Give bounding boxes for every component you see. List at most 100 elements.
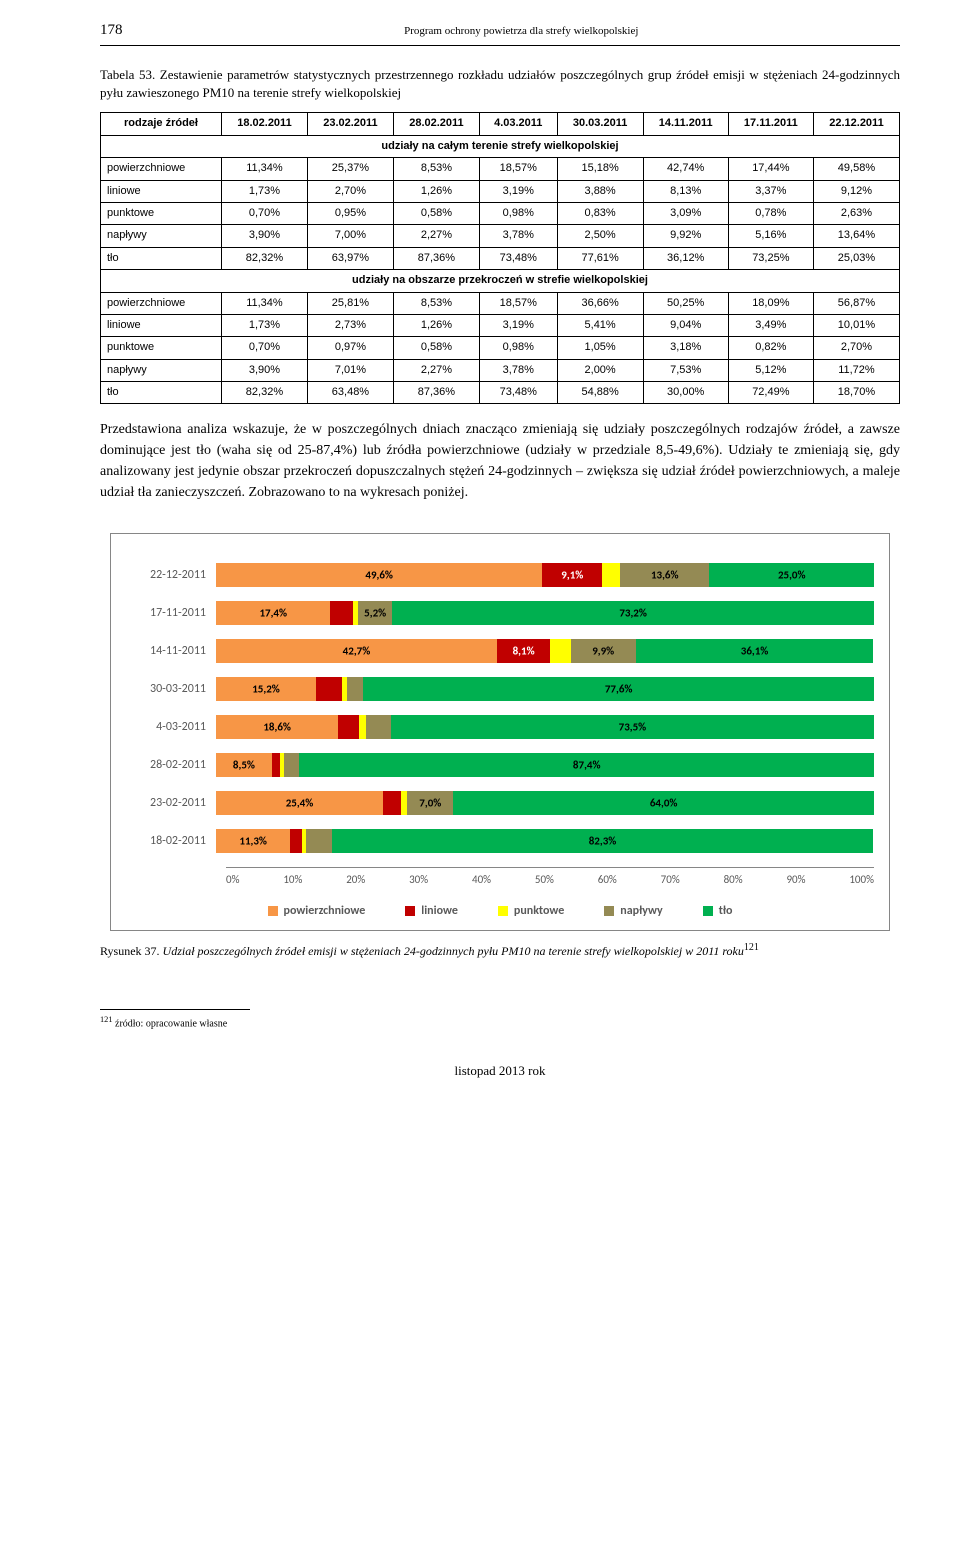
bar-chart: 22-12-201149,6%9,1%13,6%25,0%17-11-20111… xyxy=(110,533,890,930)
chart-bar-track: 25,4% 7,0% 64,0% xyxy=(216,791,874,815)
chart-x-tick: 30% xyxy=(409,872,428,887)
table-cell-value: 82,32% xyxy=(221,382,307,404)
chart-legend-label: tło xyxy=(719,903,733,920)
table-cell-value: 42,74% xyxy=(643,158,728,180)
chart-bar-track: 42,7% 8,1% 9,9% 36,1% xyxy=(216,639,874,663)
chart-bar-segment xyxy=(366,715,391,739)
chart-bar-segment: 9,1% xyxy=(542,563,602,587)
table-cell-value: 50,25% xyxy=(643,292,728,314)
chart-bar-segment: 8,1% xyxy=(497,639,550,663)
chart-x-tick: 20% xyxy=(346,872,365,887)
table-cell-label: tło xyxy=(101,247,222,269)
table-cell-value: 3,19% xyxy=(479,314,557,336)
chart-bar-segment-label: 9,1% xyxy=(561,568,583,583)
table-cell-label: napływy xyxy=(101,359,222,381)
chart-bar-segment-label: 9,9% xyxy=(592,644,614,659)
figure-caption: Rysunek 37. Udział poszczególnych źródeł… xyxy=(100,941,900,960)
table-row: tło82,32%63,48%87,36%73,48%54,88%30,00%7… xyxy=(101,382,900,404)
chart-bar-segment: 87,4% xyxy=(299,753,874,777)
chart-bar-label: 28-02-2011 xyxy=(126,757,216,774)
chart-bar-segment-label: 8,5% xyxy=(233,758,255,773)
chart-bar-segment: 7,0% xyxy=(407,791,453,815)
table-cell-value: 63,48% xyxy=(307,382,393,404)
table-cell-value: 8,53% xyxy=(393,158,479,180)
table-cell-value: 1,73% xyxy=(221,180,307,202)
chart-legend-item: liniowe xyxy=(405,903,458,920)
table-cell-value: 2,50% xyxy=(557,225,643,247)
chart-bar-segment-label: 82,3% xyxy=(589,834,617,849)
chart-bar-segment-label: 77,6% xyxy=(605,682,633,697)
table-head-rowlabel: rodzaje źródeł xyxy=(101,113,222,135)
chart-bar-row: 17-11-201117,4%5,2%73,2% xyxy=(126,601,874,625)
table-head-date: 28.02.2011 xyxy=(393,113,479,135)
table-head-date: 14.11.2011 xyxy=(643,113,728,135)
chart-bar-row: 18-02-201111,3%82,3% xyxy=(126,829,874,853)
chart-bar-segment xyxy=(290,829,301,853)
chart-bar-row: 30-03-201115,2%77,6% xyxy=(126,677,874,701)
chart-bar-row: 23-02-201125,4%7,0%64,0% xyxy=(126,791,874,815)
chart-legend-swatch xyxy=(268,906,278,916)
chart-legend-swatch xyxy=(703,906,713,916)
table-cell-value: 0,70% xyxy=(221,202,307,224)
table-cell-value: 3,90% xyxy=(221,225,307,247)
table-cell-value: 8,53% xyxy=(393,292,479,314)
chart-bar-segment: 64,0% xyxy=(453,791,874,815)
chart-bar-segment: 73,2% xyxy=(392,601,874,625)
chart-bar-segment: 13,6% xyxy=(620,563,709,587)
footnote-marker: 121 xyxy=(100,1015,113,1024)
table-cell-value: 2,63% xyxy=(813,202,899,224)
chart-bar-segment-label: 49,6% xyxy=(365,568,393,583)
chart-legend-label: powierzchniowe xyxy=(284,903,366,920)
chart-bar-segment-label: 13,6% xyxy=(651,568,679,583)
chart-bar-segment-label: 18,6% xyxy=(263,720,291,735)
chart-x-tick: 80% xyxy=(724,872,743,887)
table-cell-value: 5,41% xyxy=(557,314,643,336)
table-cell-value: 77,61% xyxy=(557,247,643,269)
chart-bar-label: 18-02-2011 xyxy=(126,833,216,850)
table-head-date: 22.12.2011 xyxy=(813,113,899,135)
table-cell-value: 0,98% xyxy=(479,202,557,224)
chart-bar-segment xyxy=(359,715,366,739)
chart-bar-track: 17,4%5,2%73,2% xyxy=(216,601,874,625)
table-cell-label: punktowe xyxy=(101,337,222,359)
table-cell-value: 54,88% xyxy=(557,382,643,404)
chart-bar-row: 22-12-201149,6%9,1%13,6%25,0% xyxy=(126,563,874,587)
chart-bar-track: 49,6%9,1%13,6%25,0% xyxy=(216,563,874,587)
table-cell-value: 25,37% xyxy=(307,158,393,180)
footnote: 121 źródło: opracowanie własne xyxy=(100,1014,900,1031)
chart-legend: powierzchnioweliniowepunktowenapływytło xyxy=(126,903,874,920)
table-cell-value: 1,26% xyxy=(393,180,479,202)
table-cell-value: 2,00% xyxy=(557,359,643,381)
chart-bar-segment xyxy=(347,677,363,701)
table-cell-value: 30,00% xyxy=(643,382,728,404)
header-title: Program ochrony powietrza dla strefy wie… xyxy=(143,24,901,39)
table-cell-value: 9,92% xyxy=(643,225,728,247)
chart-bar-segment: 8,5% xyxy=(216,753,272,777)
figure-caption-prefix: Rysunek 37. xyxy=(100,944,163,958)
table-row: liniowe1,73%2,73%1,26%3,19%5,41%9,04%3,4… xyxy=(101,314,900,336)
chart-bar-segment: 77,6% xyxy=(363,677,874,701)
chart-bar-segment: 36,1% xyxy=(636,639,874,663)
chart-bar-segment: 25,4% xyxy=(216,791,383,815)
chart-bar-segment xyxy=(383,791,401,815)
table-cell-value: 10,01% xyxy=(813,314,899,336)
table-cell-value: 3,88% xyxy=(557,180,643,202)
chart-bar-segment xyxy=(338,715,359,739)
chart-bar-segment xyxy=(401,791,408,815)
chart-x-tick: 40% xyxy=(472,872,491,887)
table-cell-value: 72,49% xyxy=(728,382,813,404)
table-cell-value: 0,58% xyxy=(393,337,479,359)
chart-x-tick: 100% xyxy=(849,872,874,887)
chart-bar-track: 15,2%77,6% xyxy=(216,677,874,701)
table-cell-value: 2,70% xyxy=(813,337,899,359)
chart-bar-segment-label: 64,0% xyxy=(650,796,678,811)
table-row: powierzchniowe11,34%25,37%8,53%18,57%15,… xyxy=(101,158,900,180)
table-cell-value: 3,78% xyxy=(479,225,557,247)
chart-bar-segment xyxy=(550,639,570,663)
chart-bar-segment-label: 7,0% xyxy=(419,796,441,811)
table-cell-value: 25,81% xyxy=(307,292,393,314)
table-cell-value: 2,70% xyxy=(307,180,393,202)
chart-bar-segment xyxy=(306,829,332,853)
chart-legend-item: napływy xyxy=(604,903,662,920)
chart-bar-segment-label: 42,7% xyxy=(343,644,371,659)
